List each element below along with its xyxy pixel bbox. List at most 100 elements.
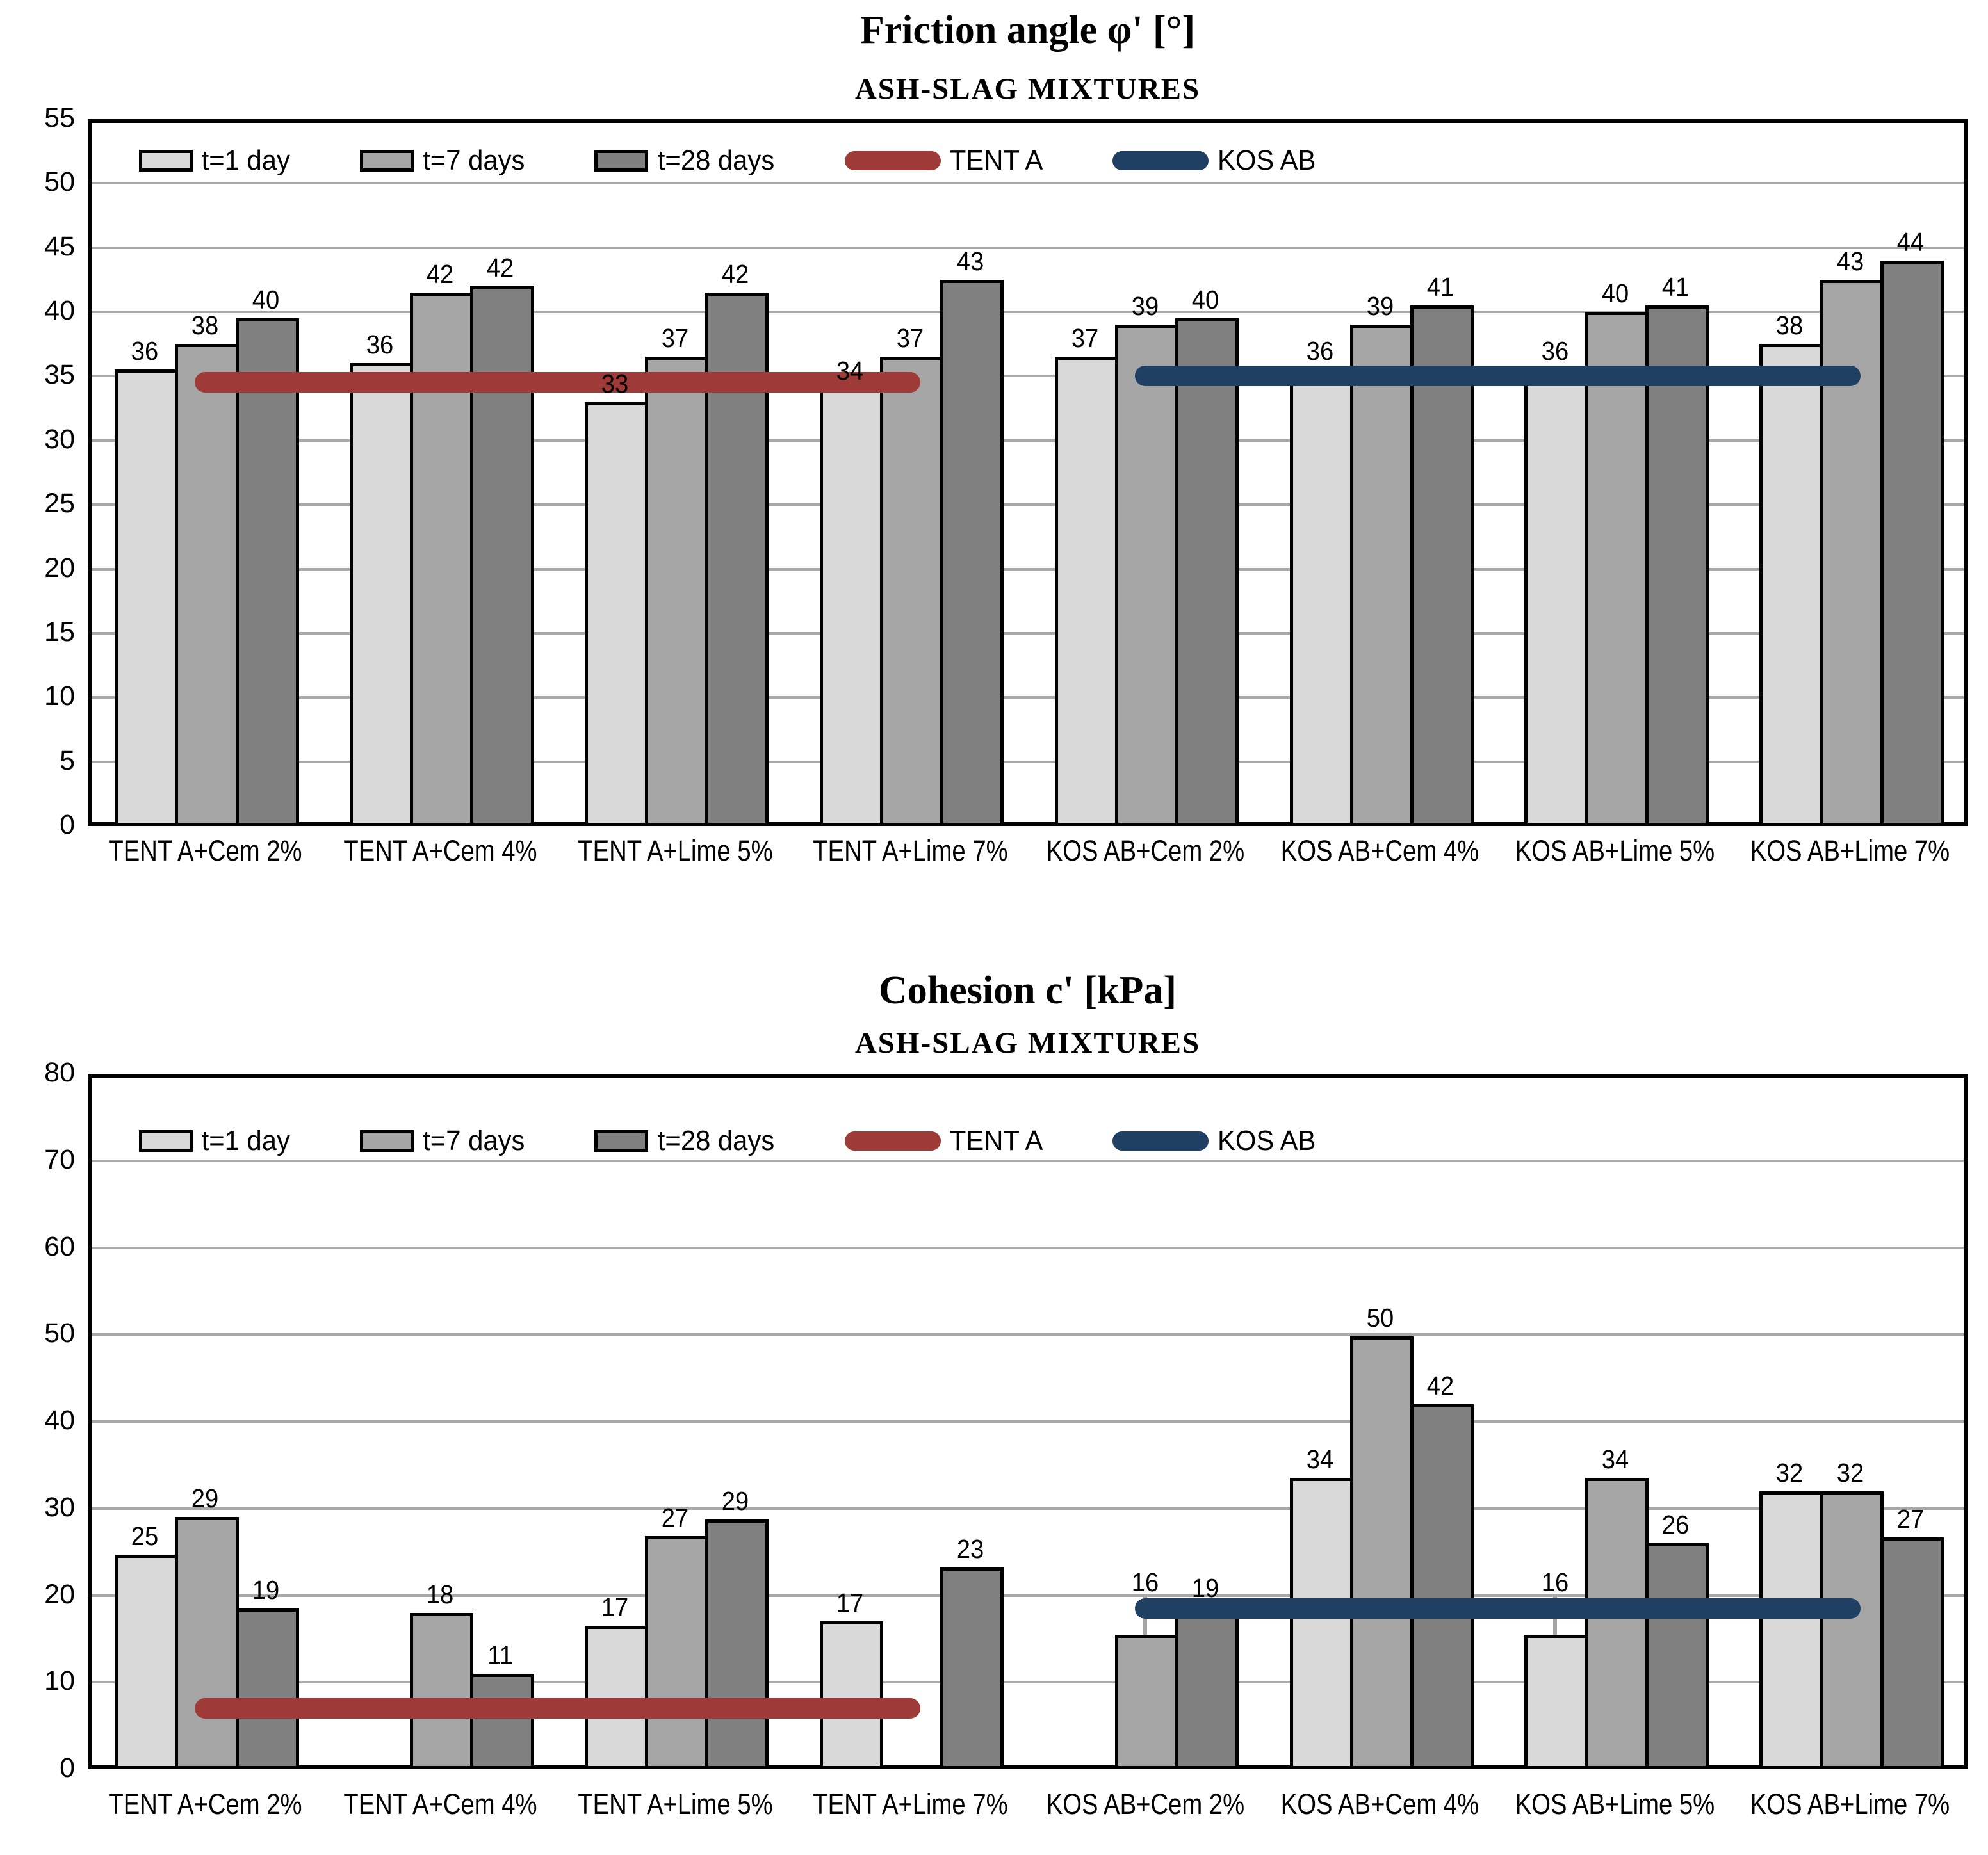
bar-value-label: 40: [1191, 285, 1219, 315]
gridline-25: [92, 503, 1964, 506]
chart2-subtitle: ASH-SLAG MIXTURES: [854, 1026, 1201, 1060]
bar-value-label: 41: [1661, 272, 1690, 302]
gridline-10: [92, 696, 1964, 699]
legend-item: TENT A: [845, 145, 1045, 177]
y-tick-label: 40: [44, 1405, 75, 1436]
bar-t7days-cat6: [1585, 1478, 1649, 1769]
ref-line-tent-a: [195, 372, 921, 393]
legend-line-tent-a-icon: [845, 1131, 941, 1151]
gridline-15: [92, 631, 1964, 635]
bar-t1day-cat5: [1289, 1478, 1353, 1769]
bar-t28days-cat4: [1175, 1607, 1239, 1769]
bar-value-label: 42: [487, 252, 514, 282]
bar-value-label: 16: [1541, 1567, 1568, 1597]
legend-item: t=7 days: [359, 145, 528, 177]
category-label: KOS AB+Lime 7%: [1750, 834, 1950, 867]
legend-line-tent-a-icon: [845, 151, 941, 170]
bar-t7days-cat3: [879, 357, 944, 826]
gridline-20: [92, 1594, 1964, 1597]
chart-legend: t=1 day t=7 days t=28 days TENT A KOS AB: [139, 1125, 1319, 1157]
bar-t28days-cat7: [1880, 260, 1944, 826]
bar-t1day-cat0: [115, 1554, 179, 1769]
bar-value-label: 36: [1306, 336, 1333, 366]
bar-t7days-cat7: [1820, 279, 1884, 826]
bar-t28days-cat1: [470, 1673, 534, 1769]
gridline-50: [92, 182, 1964, 185]
bar-value-label: 43: [1836, 246, 1864, 276]
bar-t1day-cat3: [819, 1621, 883, 1769]
bar-t28days-cat5: [1410, 1404, 1474, 1769]
bar-t1day-cat2: [584, 401, 649, 826]
category-label: KOS AB+Lime 7%: [1750, 1788, 1950, 1820]
legend-item: KOS AB: [1112, 145, 1318, 177]
legend-item-label: KOS AB: [1218, 1125, 1316, 1156]
legend-swatch-28days-icon: [594, 150, 649, 172]
gridline-35: [92, 375, 1964, 378]
legend-swatch-7days-icon: [359, 150, 414, 172]
legend-item: KOS AB: [1112, 1125, 1318, 1157]
bar-value-label: 38: [1776, 311, 1804, 341]
chart1-subtitle: ASH-SLAG MIXTURES: [854, 72, 1201, 106]
bar-value-label: 34: [1601, 1445, 1629, 1475]
y-tick-label: 10: [44, 681, 75, 712]
y-tick-label: 5: [60, 745, 75, 776]
ref-line-kos-ab: [1134, 1598, 1861, 1619]
bar-value-label: 34: [1306, 1445, 1333, 1475]
bar-t28days-cat2: [705, 1519, 769, 1769]
bar-t7days-cat0: [175, 1517, 239, 1769]
category-label: KOS AB+Lime 5%: [1515, 1788, 1715, 1820]
bar-value-label: 37: [896, 323, 924, 353]
bar-value-label: 41: [1426, 272, 1454, 302]
bar-value-label: 50: [1366, 1302, 1394, 1333]
bar-value-label: 34: [836, 355, 864, 385]
bar-value-label: 23: [957, 1534, 984, 1564]
legend-item-label: TENT A: [949, 1125, 1043, 1156]
category-label: KOS AB+Cem 4%: [1281, 834, 1479, 867]
legend-item-label: t=28 days: [657, 145, 775, 176]
legend-line-kos-ab-icon: [1112, 151, 1209, 170]
bar-value-label: 36: [131, 336, 159, 366]
legend-swatch-1day-icon: [139, 150, 193, 172]
category-label: KOS AB+Cem 4%: [1281, 1788, 1479, 1820]
bar-t28days-cat5: [1410, 305, 1474, 826]
y-tick-label: 55: [44, 102, 75, 133]
ref-line-kos-ab: [1134, 366, 1861, 387]
bar-t28days-cat0: [235, 318, 299, 826]
legend-item: t=28 days: [594, 1125, 778, 1157]
legend-item-label: t=1 day: [201, 1125, 290, 1156]
gridline-40: [92, 1420, 1964, 1423]
category-label: TENT A+Cem 2%: [108, 1788, 302, 1820]
bar-value-label: 25: [131, 1521, 159, 1551]
ref-line-tent-a: [195, 1697, 921, 1719]
gridline-10: [92, 1681, 1964, 1684]
legend-item: t=1 day: [139, 145, 293, 177]
bar-t7days-cat2: [645, 1536, 709, 1769]
bar-value-label: 43: [957, 246, 984, 276]
y-tick-label: 50: [44, 166, 75, 198]
bar-t7days-cat6: [1585, 312, 1649, 826]
bar-t1day-cat0: [115, 369, 179, 826]
legend-line-kos-ab-icon: [1112, 1131, 1209, 1151]
y-tick-label: 30: [44, 423, 75, 455]
chart-legend: t=1 day t=7 days t=28 days TENT A KOS AB: [139, 145, 1319, 177]
chart1-title: Friction angle φ' [°]: [860, 8, 1196, 52]
y-tick-label: 50: [44, 1318, 75, 1349]
legend-item-label: t=7 days: [422, 145, 525, 176]
bar-t1day-cat4: [1054, 357, 1118, 826]
y-tick-label: 35: [44, 359, 75, 391]
legend-item: t=7 days: [359, 1125, 528, 1157]
bar-value-label: 42: [1426, 1370, 1454, 1400]
category-label: TENT A+Lime 5%: [577, 1788, 773, 1820]
legend-item: t=1 day: [139, 1125, 293, 1157]
bar-t28days-cat1: [470, 286, 534, 826]
bar-value-label: 42: [722, 259, 749, 289]
bar-value-label: 36: [1541, 336, 1568, 366]
bar-value-label: 32: [1776, 1457, 1804, 1487]
bar-value-label: 17: [601, 1592, 629, 1622]
y-tick-label: 0: [60, 1753, 75, 1783]
gridline-30: [92, 439, 1964, 442]
bar-value-label: 42: [427, 259, 454, 289]
bar-value-label: 16: [1131, 1567, 1159, 1597]
bar-value-label: 29: [191, 1484, 219, 1514]
bar-t7days-cat0: [175, 344, 239, 826]
